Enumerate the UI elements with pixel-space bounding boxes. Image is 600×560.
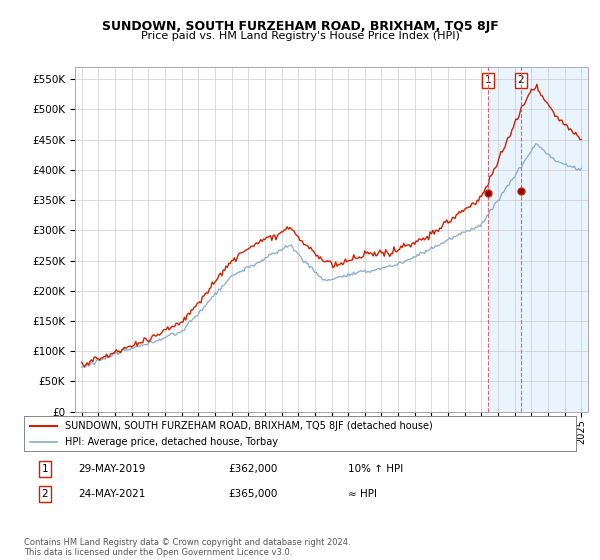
Text: 2: 2	[518, 76, 524, 86]
Text: 1: 1	[41, 464, 49, 474]
Text: Contains HM Land Registry data © Crown copyright and database right 2024.
This d: Contains HM Land Registry data © Crown c…	[24, 538, 350, 557]
Text: 24-MAY-2021: 24-MAY-2021	[78, 489, 145, 499]
Text: SUNDOWN, SOUTH FURZEHAM ROAD, BRIXHAM, TQ5 8JF (detached house): SUNDOWN, SOUTH FURZEHAM ROAD, BRIXHAM, T…	[65, 421, 433, 431]
Text: 1: 1	[485, 76, 492, 86]
Text: £362,000: £362,000	[228, 464, 277, 474]
Text: 10% ↑ HPI: 10% ↑ HPI	[348, 464, 403, 474]
Text: HPI: Average price, detached house, Torbay: HPI: Average price, detached house, Torb…	[65, 437, 278, 447]
Text: ≈ HPI: ≈ HPI	[348, 489, 377, 499]
Text: 29-MAY-2019: 29-MAY-2019	[78, 464, 145, 474]
Text: 2: 2	[41, 489, 49, 499]
Text: SUNDOWN, SOUTH FURZEHAM ROAD, BRIXHAM, TQ5 8JF: SUNDOWN, SOUTH FURZEHAM ROAD, BRIXHAM, T…	[101, 20, 499, 32]
Bar	[488, 67, 588, 412]
Text: £365,000: £365,000	[228, 489, 277, 499]
Text: Price paid vs. HM Land Registry's House Price Index (HPI): Price paid vs. HM Land Registry's House …	[140, 31, 460, 41]
